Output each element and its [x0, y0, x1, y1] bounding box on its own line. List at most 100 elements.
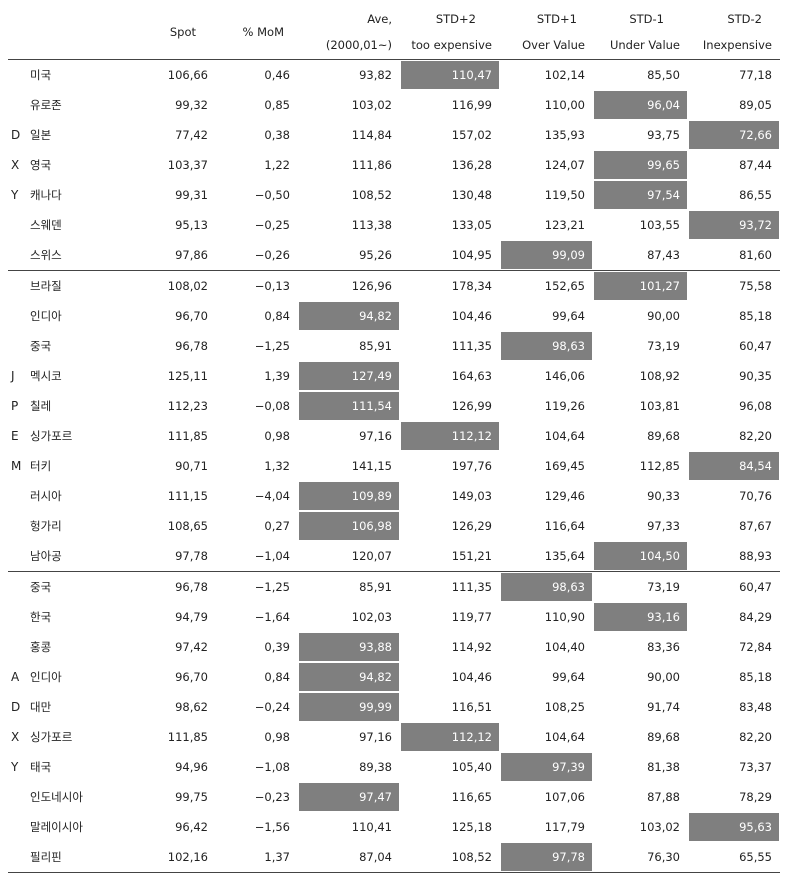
std-plus1-cell: 123,21	[544, 218, 585, 232]
std-minus2-cell: 75,58	[739, 279, 772, 293]
country-name: 홍콩	[30, 640, 52, 654]
mom-cell: −1,56	[254, 820, 290, 834]
average-cell: 87,04	[298, 842, 400, 873]
mom-cell: 1,32	[264, 459, 290, 473]
table-body: 미국 106,66 0,46 93,82 110,47 102,14 85,50 77,18 유…	[8, 60, 780, 873]
std-plus2-cell: 151,21	[400, 541, 500, 572]
std-plus2-cell: 126,99	[451, 399, 492, 413]
country-name: 인도네시아	[30, 790, 83, 804]
std-plus1-cell: 104,64	[544, 730, 585, 744]
group-letter: D	[11, 700, 21, 714]
group-letter	[8, 812, 28, 842]
spot-cell: 97,42	[175, 640, 208, 654]
std-plus2-cell: 157,02	[451, 128, 492, 142]
table-row: E 싱가포르 111,85 0,98 97,16 112,12 104,64 89,68 82,…	[8, 421, 780, 451]
std-minus2-cell: 83,48	[739, 700, 772, 714]
table-row: 홍콩 97,42 0,39 93,88 114,92 104,40 83,36 72,84	[8, 632, 780, 662]
average-cell: 113,38	[351, 218, 392, 232]
average-cell: 111,54	[298, 391, 400, 421]
average-cell: 109,89	[298, 481, 400, 511]
header-mom: % MoM	[216, 5, 298, 60]
std-minus1-cell: 87,88	[647, 790, 680, 804]
group-letter	[8, 782, 28, 812]
std-minus1-cell: 90,00	[647, 670, 680, 684]
std-minus1-cell: 97,33	[647, 519, 680, 533]
group-letter	[8, 301, 28, 331]
header-std-plus2: STD+2 too expensive	[400, 5, 500, 60]
std-plus2-cell: 136,28	[451, 158, 492, 172]
std-minus1-cell: 112,85	[639, 459, 680, 473]
mom-cell: 0,38	[264, 128, 290, 142]
spot-cell: 96,78	[175, 580, 208, 594]
group-letter: Y	[11, 760, 19, 774]
group-letter	[8, 602, 28, 632]
header-std-plus1: STD+1 Over Value	[500, 5, 593, 60]
country-name: 일본	[30, 128, 52, 142]
std-minus2-cell: 77,18	[739, 68, 772, 82]
country-name: 중국	[30, 339, 52, 353]
std-minus2-cell: 89,05	[739, 98, 772, 112]
std-minus1-cell: 108,92	[639, 369, 680, 383]
table-row: 한국 94,79 −1,64 102,03 119,77 110,90 93,16 84,29	[8, 602, 780, 632]
std-minus2-cell: 65,55	[688, 842, 780, 873]
mom-cell: 1,39	[264, 369, 290, 383]
country-name: 유로존	[30, 98, 62, 112]
std-minus1-cell: 76,30	[593, 842, 688, 873]
header-spot: Spot	[124, 5, 216, 60]
average-cell: 93,88	[298, 632, 400, 662]
std-plus2-cell: 116,65	[451, 790, 492, 804]
table-row: 필리핀 102,16 1,37 87,04 108,52 97,78 76,30 65,55	[8, 842, 780, 873]
country-name: 헝가리	[30, 519, 62, 533]
std-minus1-cell: 73,19	[647, 580, 680, 594]
country-name: 태국	[30, 760, 52, 774]
mom-cell: 0,85	[264, 98, 290, 112]
spot-cell: 90,71	[175, 459, 208, 473]
std-minus1-cell: 103,81	[639, 399, 680, 413]
mom-cell: −0,50	[254, 188, 290, 202]
std-plus1-cell: 119,50	[544, 188, 585, 202]
std-plus1-cell: 110,90	[544, 610, 585, 624]
std-plus1-cell: 99,64	[552, 670, 585, 684]
average-cell: 108,52	[351, 188, 392, 202]
std-minus1-cell: 97,54	[593, 180, 688, 210]
table-row: 남아공 97,78 −1,04 120,07 151,21 135,64 104,50 88,…	[8, 541, 780, 572]
mom-cell: −1,64	[254, 610, 290, 624]
std-minus1-cell: 89,68	[647, 730, 680, 744]
std-plus2-cell: 111,35	[451, 339, 492, 353]
country-name: 대만	[30, 700, 52, 714]
std-plus2-cell: 149,03	[451, 489, 492, 503]
table-row: 헝가리 108,65 0,27 106,98 126,29 116,64 97,33 87,6…	[8, 511, 780, 541]
std-plus1-cell: 104,64	[544, 429, 585, 443]
spot-cell: 106,66	[167, 68, 208, 82]
spot-cell: 77,42	[175, 128, 208, 142]
std-minus2-cell: 95,63	[688, 812, 780, 842]
std-minus2-cell: 82,20	[739, 730, 772, 744]
mom-cell: 0,84	[264, 309, 290, 323]
spot-cell: 98,62	[175, 700, 208, 714]
table-row: Y 캐나다 99,31 −0,50 108,52 130,48 119,50 97,54 86,…	[8, 180, 780, 210]
std-plus1-cell: 97,39	[500, 752, 593, 782]
mom-cell: 0,98	[264, 429, 290, 443]
std-minus2-cell: 81,60	[688, 240, 780, 271]
std-minus1-cell: 103,55	[639, 218, 680, 232]
std-plus2-cell: 125,18	[451, 820, 492, 834]
std-plus2-cell: 110,47	[400, 60, 500, 90]
std-minus1-cell: 83,36	[647, 640, 680, 654]
spot-cell: 99,32	[175, 98, 208, 112]
table-row: 유로존 99,32 0,85 103,02 116,99 110,00 96,04 89,05	[8, 90, 780, 120]
country-name: 인디아	[30, 670, 62, 684]
header-std-minus2: STD-2 Inexpensive	[688, 5, 780, 60]
spot-cell: 96,78	[175, 339, 208, 353]
spot-cell: 103,37	[167, 158, 208, 172]
average-cell: 85,91	[359, 580, 392, 594]
std-plus1-cell: 99,64	[552, 309, 585, 323]
table-row: 러시아 111,15 −4,04 109,89 149,03 129,46 90,33 70,…	[8, 481, 780, 511]
table-row: 미국 106,66 0,46 93,82 110,47 102,14 85,50 77,18	[8, 60, 780, 90]
group-letter	[8, 271, 28, 301]
average-cell: 97,16	[359, 429, 392, 443]
average-cell: 94,82	[298, 301, 400, 331]
currency-valuation-table: Spot % MoM Ave, (2000,01~) STD+2 too expen…	[8, 5, 780, 873]
spot-cell: 94,79	[175, 610, 208, 624]
std-plus1-cell: 104,40	[544, 640, 585, 654]
spot-cell: 96,70	[175, 670, 208, 684]
